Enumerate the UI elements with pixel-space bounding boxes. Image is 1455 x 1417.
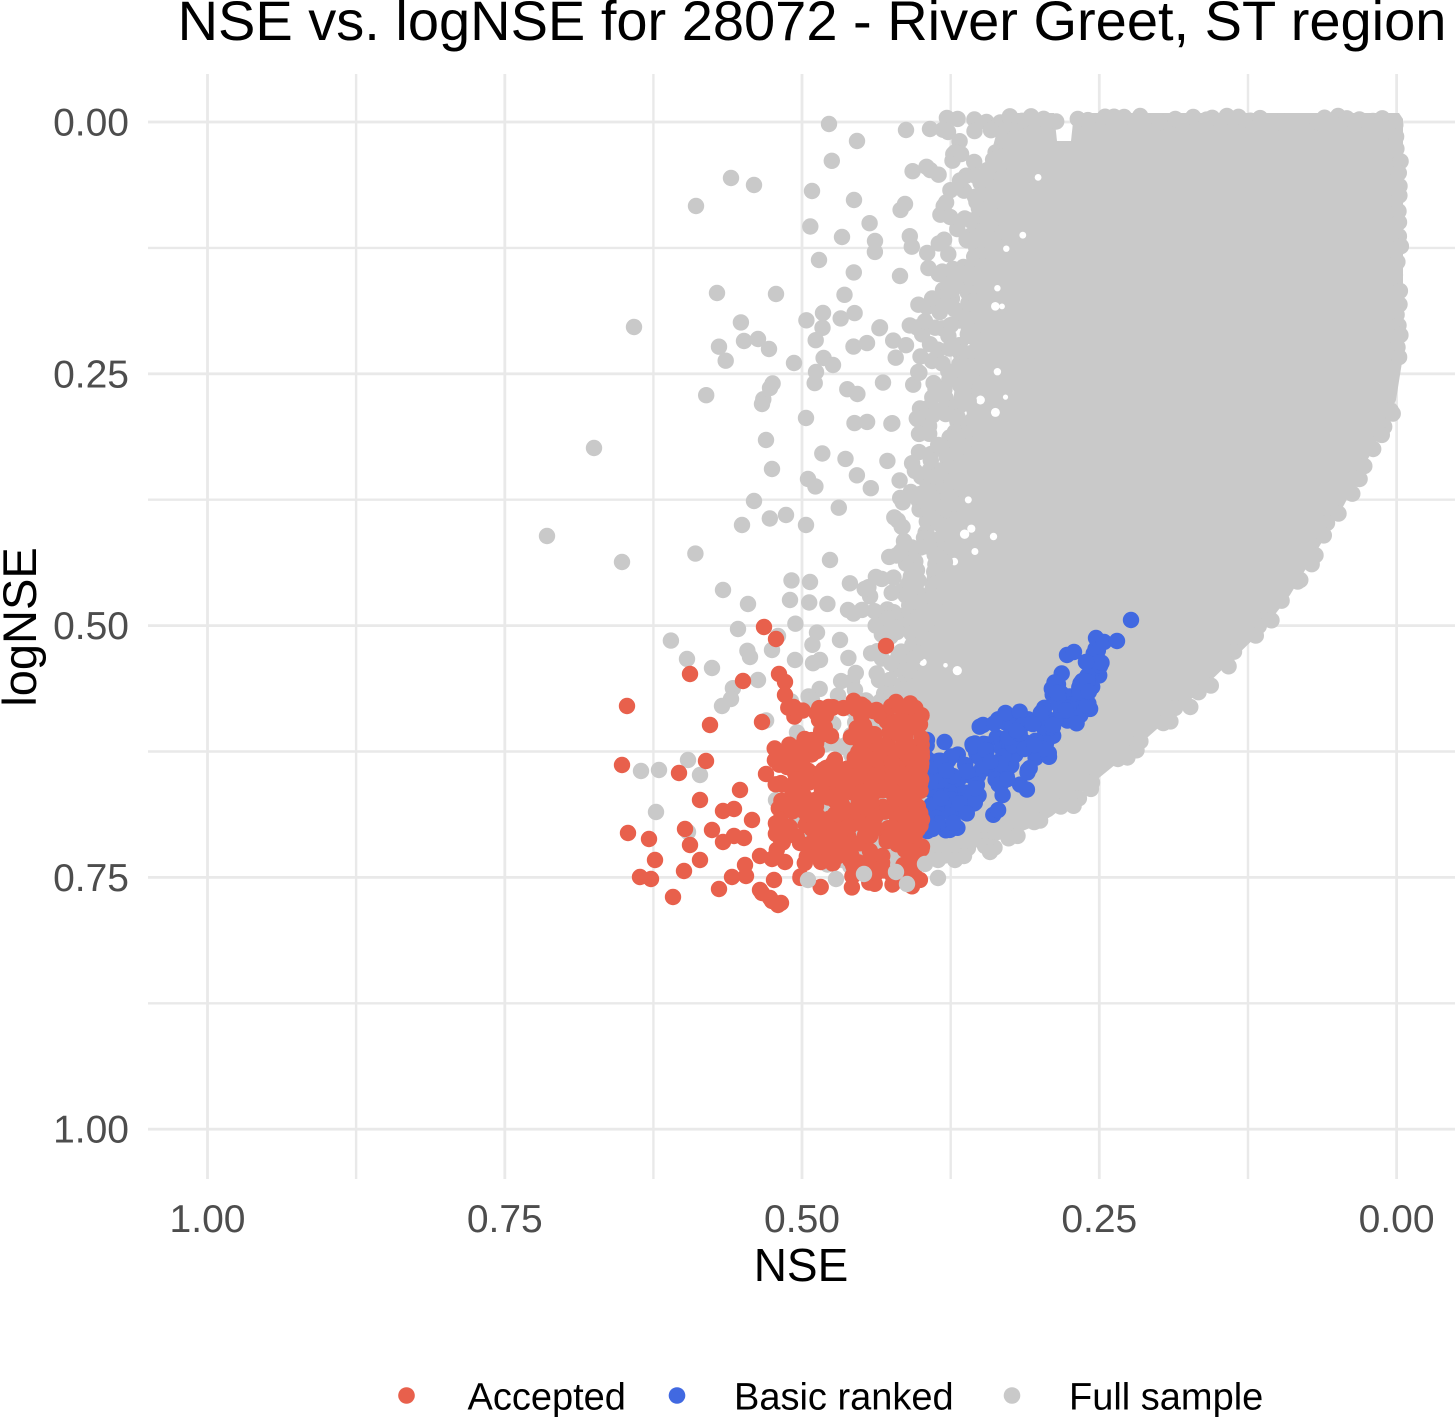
svg-text:0.50: 0.50 bbox=[764, 1198, 840, 1241]
svg-text:0.75: 0.75 bbox=[53, 857, 129, 900]
svg-text:1.00: 1.00 bbox=[170, 1198, 246, 1241]
svg-text:logNSE: logNSE bbox=[0, 547, 46, 706]
svg-text:Full sample: Full sample bbox=[1069, 1377, 1263, 1417]
svg-text:Accepted: Accepted bbox=[468, 1377, 626, 1417]
svg-text:0.50: 0.50 bbox=[53, 605, 129, 648]
svg-text:1.00: 1.00 bbox=[53, 1109, 129, 1152]
svg-text:0.00: 0.00 bbox=[53, 102, 129, 145]
svg-text:Basic ranked: Basic ranked bbox=[734, 1377, 954, 1417]
svg-text:0.25: 0.25 bbox=[1061, 1198, 1137, 1241]
svg-text:0.25: 0.25 bbox=[53, 353, 129, 396]
svg-text:0.00: 0.00 bbox=[1359, 1198, 1435, 1241]
svg-text:NSE: NSE bbox=[754, 1239, 849, 1291]
svg-text:0.75: 0.75 bbox=[467, 1198, 543, 1241]
svg-text:NSE vs. logNSE for 28072 - Riv: NSE vs. logNSE for 28072 - River Greet, … bbox=[178, 0, 1447, 52]
